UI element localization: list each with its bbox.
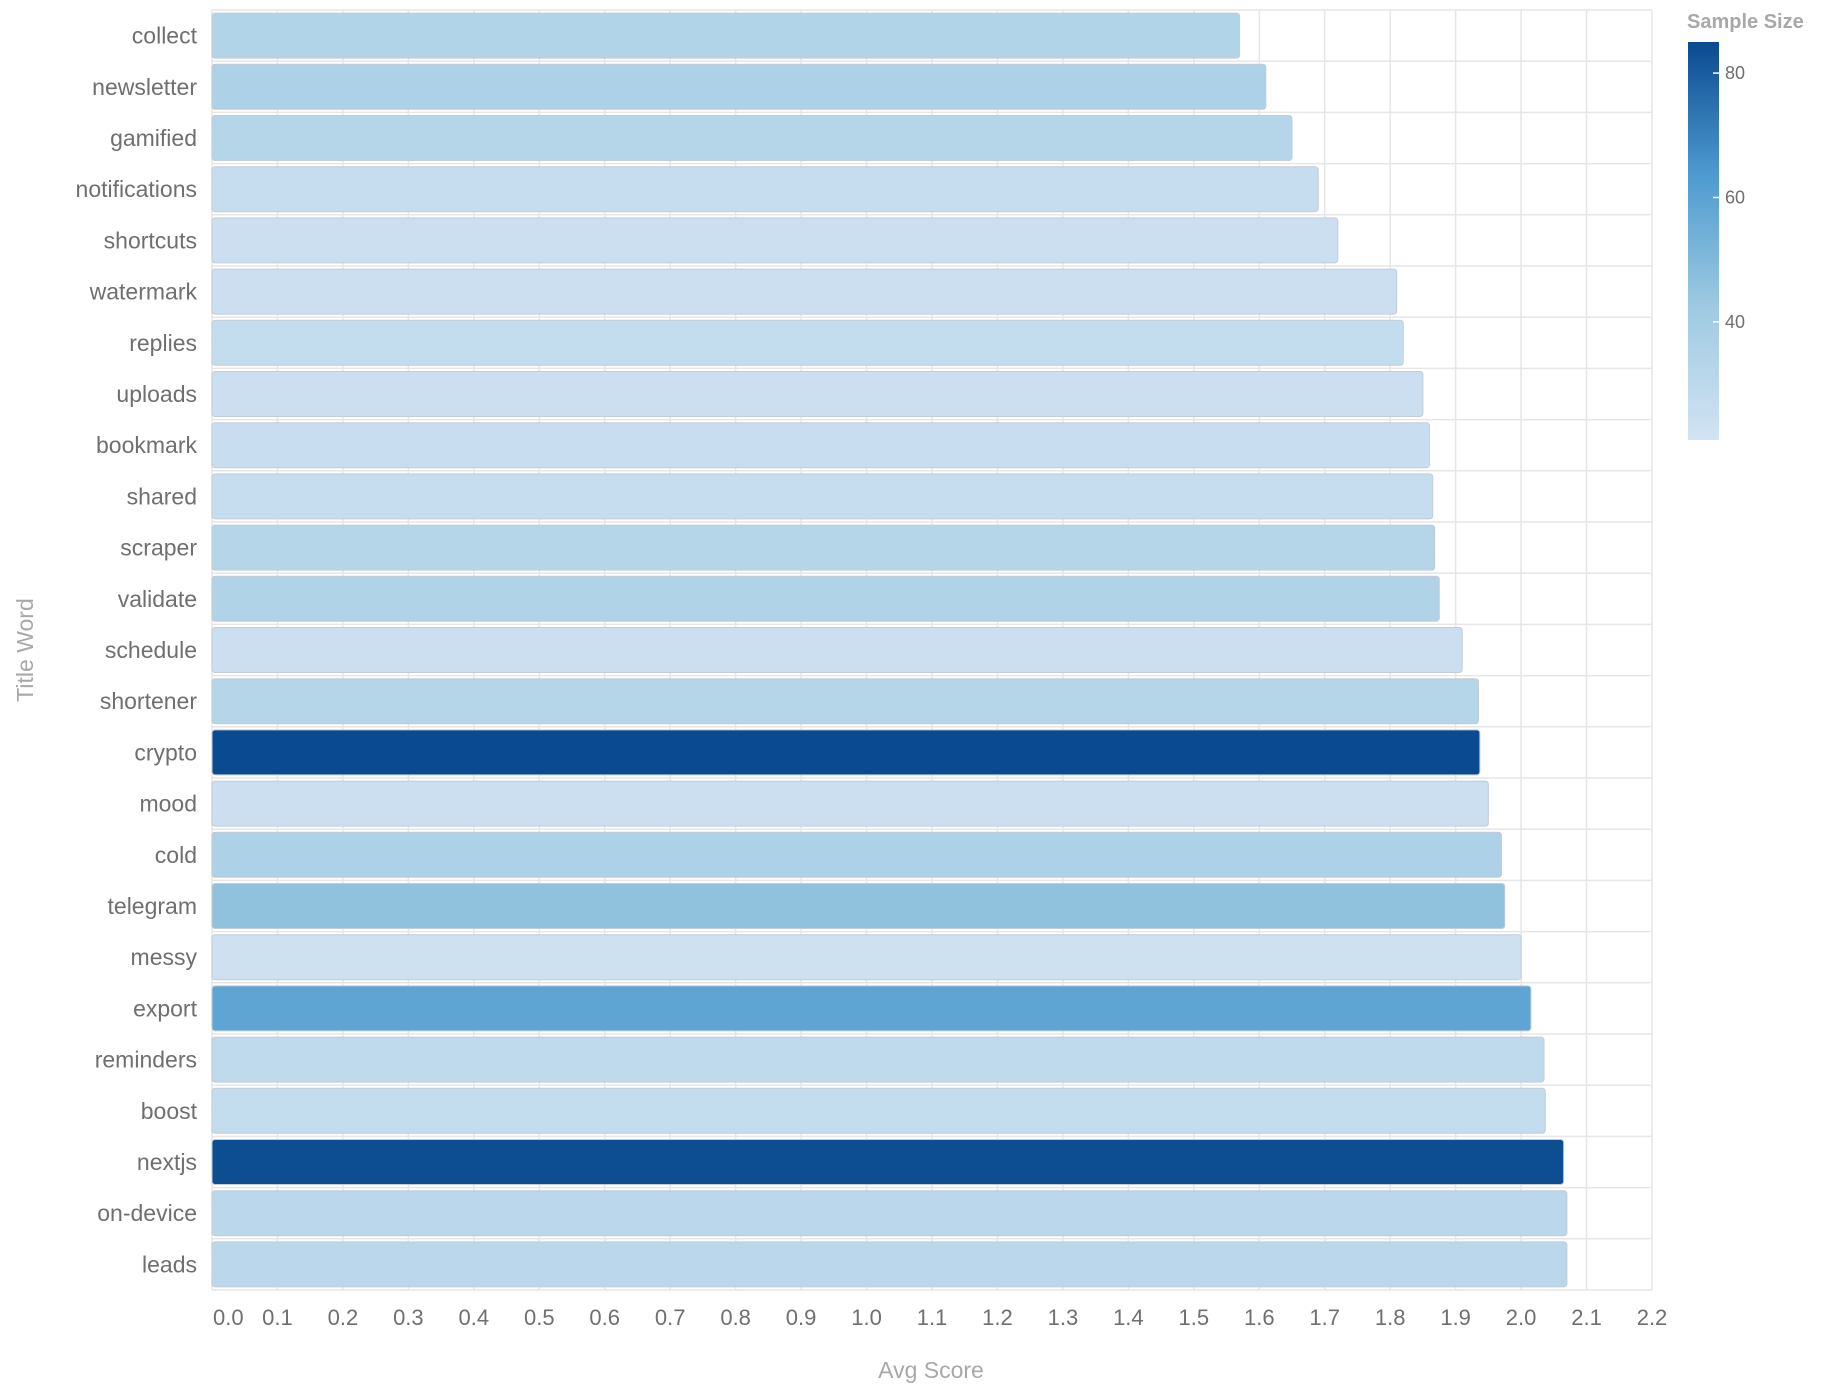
y-tick-label: gamified xyxy=(110,125,197,151)
legend-tick-label: 40 xyxy=(1725,312,1745,332)
bar-crypto xyxy=(211,729,1481,776)
legend-title: Sample Size xyxy=(1687,11,1804,33)
x-tick-label: 2.1 xyxy=(1571,1305,1602,1330)
y-tick-label: leads xyxy=(142,1251,197,1277)
x-tick-label: 0.0 xyxy=(213,1305,244,1330)
y-tick-label: shared xyxy=(127,483,197,509)
x-tick-label: 0.7 xyxy=(655,1305,686,1330)
y-axis-title: Title Word xyxy=(12,598,38,702)
bar-leads xyxy=(211,1241,1568,1288)
bar-shortener xyxy=(211,678,1480,725)
x-tick-label: 0.8 xyxy=(720,1305,751,1330)
bar-shared xyxy=(211,473,1434,520)
x-tick-label: 1.2 xyxy=(982,1305,1013,1330)
y-tick-label: nextjs xyxy=(137,1149,197,1175)
y-tick-label: on-device xyxy=(97,1200,197,1226)
x-tick-label: 1.6 xyxy=(1244,1305,1275,1330)
bars xyxy=(211,12,1568,1288)
bar-shortcuts xyxy=(211,217,1339,264)
y-tick-label: telegram xyxy=(108,893,197,919)
x-tick-label: 1.4 xyxy=(1113,1305,1144,1330)
x-tick-label: 1.3 xyxy=(1048,1305,1079,1330)
y-tick-label: watermark xyxy=(89,279,198,305)
bar-uploads xyxy=(211,371,1424,417)
bar-schedule xyxy=(211,627,1463,673)
bar-messy xyxy=(211,934,1522,981)
bar-newsletter xyxy=(211,63,1267,110)
bar-scraper xyxy=(211,524,1436,571)
y-tick-label: bookmark xyxy=(96,432,197,458)
y-tick-label: collect xyxy=(132,23,198,49)
x-tick-label: 0.3 xyxy=(393,1305,424,1330)
y-tick-label: shortcuts xyxy=(104,227,197,253)
x-tick-label: 2.2 xyxy=(1637,1305,1668,1330)
bar-notifications xyxy=(211,166,1319,213)
bar-validate xyxy=(211,575,1440,622)
x-tick-label: 2.0 xyxy=(1506,1305,1537,1330)
x-tick-label: 1.5 xyxy=(1179,1305,1210,1330)
x-tick-label: 0.2 xyxy=(328,1305,359,1330)
y-tick-label: newsletter xyxy=(92,74,197,100)
y-tick-label: shortener xyxy=(100,688,198,714)
y-tick-label: validate xyxy=(118,586,197,612)
legend-tick-label: 60 xyxy=(1725,187,1745,207)
x-tick-label: 0.6 xyxy=(589,1305,620,1330)
x-tick-label: 0.1 xyxy=(262,1305,293,1330)
bar-mood xyxy=(211,780,1489,827)
y-tick-label: boost xyxy=(141,1098,198,1124)
bar-telegram xyxy=(211,883,1506,929)
y-tick-label: cold xyxy=(155,842,197,868)
x-tick-label: 0.4 xyxy=(459,1305,490,1330)
bar-cold xyxy=(211,831,1502,878)
bar-export xyxy=(211,985,1532,1032)
x-tick-label: 0.5 xyxy=(524,1305,555,1330)
x-tick-label: 1.0 xyxy=(851,1305,882,1330)
bar-bookmark xyxy=(211,422,1430,469)
y-tick-label: notifications xyxy=(76,176,197,202)
x-tick-label: 1.1 xyxy=(917,1305,948,1330)
bar-gamified xyxy=(211,115,1293,161)
x-tick-label: 1.9 xyxy=(1440,1305,1471,1330)
y-tick-label: scraper xyxy=(120,535,197,561)
bar-on-device xyxy=(211,1190,1568,1237)
legend-tick-label: 80 xyxy=(1725,63,1745,83)
bar-replies xyxy=(211,319,1404,366)
y-tick-label: replies xyxy=(129,330,197,356)
y-tick-label: schedule xyxy=(105,637,197,663)
x-axis-title: Avg Score xyxy=(878,1357,984,1383)
bar-nextjs xyxy=(211,1139,1565,1185)
color-legend: Sample Size 40 60 80 xyxy=(1687,11,1804,440)
y-tick-label: crypto xyxy=(134,739,197,765)
bar-reminders xyxy=(211,1036,1545,1083)
legend-colorbar xyxy=(1688,42,1719,440)
y-tick-label: export xyxy=(133,995,198,1021)
bar-boost xyxy=(211,1087,1546,1134)
bar-collect xyxy=(211,12,1241,59)
y-tick-label: messy xyxy=(131,944,198,970)
y-tick-label: mood xyxy=(139,791,197,817)
legend-ticks: 40 60 80 xyxy=(1713,63,1745,332)
y-tick-label: uploads xyxy=(116,381,197,407)
x-tick-labels: 0.0 0.1 0.2 0.3 0.4 0.5 0.6 0.7 0.8 0.9 1.0 1.1 1.2 1… xyxy=(213,1305,1667,1330)
bar-watermark xyxy=(211,268,1398,315)
x-tick-label: 0.9 xyxy=(786,1305,817,1330)
y-tick-labels: collect newsletter gamified notifications sh… xyxy=(76,23,198,1278)
y-tick-label: reminders xyxy=(95,1047,197,1073)
x-tick-label: 1.7 xyxy=(1309,1305,1340,1330)
x-tick-label: 1.8 xyxy=(1375,1305,1406,1330)
